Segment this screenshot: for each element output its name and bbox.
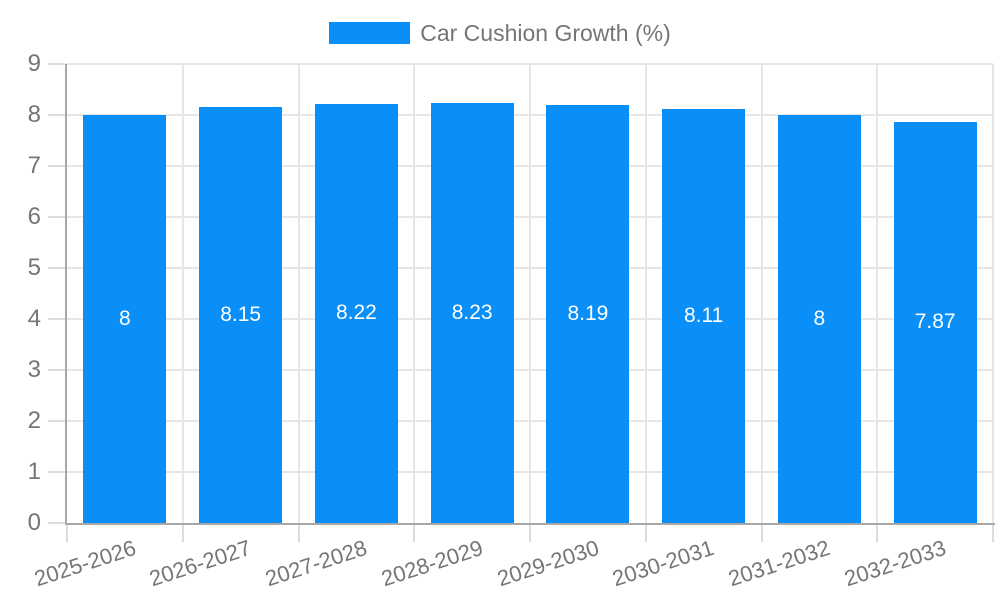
x-axis-category-label: 2029-2030: [493, 535, 602, 592]
y-axis-tick: [48, 318, 65, 320]
y-axis-tick: [48, 369, 65, 371]
bar-value-label: 8.15: [220, 303, 262, 327]
bar[interactable]: 8.11: [662, 109, 746, 523]
y-axis-tick-label: 9: [27, 50, 41, 77]
x-axis-tick: [297, 525, 300, 542]
bar[interactable]: 8.19: [546, 105, 630, 523]
y-axis-tick-label: 0: [27, 509, 41, 536]
y-axis-tick-label: 4: [27, 305, 41, 332]
bar-value-label: 8.11: [683, 304, 724, 328]
legend: Car Cushion Growth (%): [0, 20, 1000, 46]
bar[interactable]: 8.22: [314, 103, 398, 523]
x-axis-line: [65, 523, 995, 525]
x-axis-tick: [876, 525, 879, 542]
x-axis-category-label: 2032-2033: [841, 535, 949, 592]
y-axis-tick-label: 3: [27, 356, 41, 383]
x-axis-category-label: 2031-2032: [725, 535, 834, 592]
y-axis-line: [65, 64, 67, 523]
y-axis-tick: [48, 471, 65, 473]
bar[interactable]: 7.87: [893, 121, 977, 523]
x-gridline: [297, 64, 300, 523]
y-axis-tick-label: 7: [27, 152, 41, 179]
x-axis-category-label: 2028-2029: [378, 535, 486, 592]
x-gridline: [760, 64, 763, 523]
x-axis-category-label: 2027-2028: [262, 535, 371, 592]
bar[interactable]: 8.23: [430, 103, 514, 523]
y-axis-tick: [48, 216, 65, 218]
y-axis-tick-label: 6: [27, 203, 41, 230]
y-axis-tick: [48, 267, 65, 269]
y-axis-tick-label: 2: [27, 407, 41, 434]
bar-value-label: 8: [119, 307, 131, 330]
x-axis-category-label: 2030-2031: [609, 535, 718, 592]
bar-value-label: 8.23: [451, 301, 493, 325]
legend-item[interactable]: Car Cushion Growth (%): [329, 20, 671, 46]
x-axis-tick: [992, 525, 994, 542]
y-axis-tick-label: 8: [27, 101, 41, 128]
bar-value-label: 8.19: [567, 302, 609, 326]
x-gridline: [529, 64, 531, 523]
x-axis-tick: [644, 525, 647, 542]
legend-label: Car Cushion Growth (%): [420, 20, 671, 46]
y-axis-tick-label: 1: [27, 458, 41, 485]
x-gridline: [876, 64, 879, 523]
bar[interactable]: 8: [777, 115, 861, 523]
bar[interactable]: 8: [83, 115, 167, 523]
y-axis-tick: [48, 420, 65, 422]
x-axis-tick: [66, 525, 68, 542]
bar-value-label: 8.22: [335, 301, 377, 325]
x-axis-tick: [413, 525, 416, 542]
bar-value-label: 8: [813, 307, 826, 330]
y-axis-tick-label: 5: [27, 254, 41, 281]
x-gridline: [644, 64, 647, 523]
x-gridline: [181, 64, 184, 523]
x-axis-tick: [529, 525, 531, 542]
y-axis-tick: [48, 522, 65, 524]
x-axis-tick: [760, 525, 763, 542]
x-axis-tick: [181, 525, 184, 542]
plot-area: 0 1 2 3 4 5 6 7 8 9 8 2025-2026 8.15 2026-2027 8.22 202…: [28, 50, 995, 591]
y-axis-tick: [48, 63, 65, 65]
x-axis-category-label: 2026-2027: [146, 535, 255, 592]
bar[interactable]: 8.15: [199, 107, 283, 523]
bar-value-label: 7.87: [914, 310, 956, 334]
x-gridline: [413, 64, 416, 523]
x-gridline: [992, 64, 994, 523]
legend-swatch: [329, 22, 411, 44]
y-axis-tick: [48, 114, 65, 116]
y-axis-tick: [48, 165, 65, 167]
x-axis-category-label: 2025-2026: [30, 535, 139, 592]
